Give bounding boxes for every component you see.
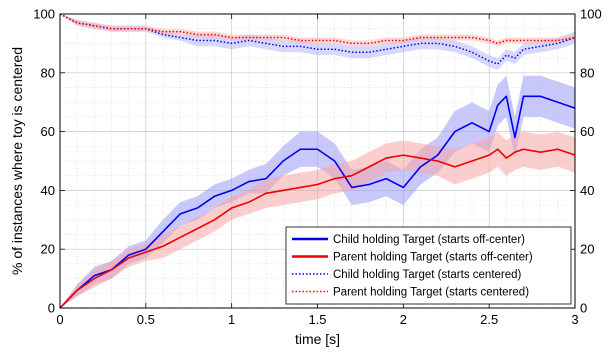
y-tick-label-right: 20 [580,242,594,257]
y-tick-label-right: 60 [580,124,594,139]
series-band-1 [60,75,575,309]
legend: Child holding Target (starts off-center)… [285,226,572,305]
x-tick-label: 0.5 [137,312,155,327]
legend-label: Parent holding Target (starts off-center… [333,252,533,264]
x-axis-label: time [s] [295,331,340,347]
series-band-4 [60,14,575,47]
y-tick-label-right: 100 [580,7,602,22]
x-tick-label: 3 [571,312,578,327]
y-axis-label: % of instances where toy is centered [9,47,25,275]
y-tick-label: 80 [41,65,55,80]
y-tick-label-right: 40 [580,183,594,198]
y-tick-label-right: 80 [580,65,594,80]
x-tick-label: 2.5 [480,312,498,327]
legend-label: Child holding Target (starts off-center) [333,234,525,246]
y-tick-label: 0 [48,301,55,316]
y-tick-label: 20 [41,242,55,257]
legend-label: Parent holding Target (starts centered) [333,287,529,299]
series-line-1 [59,95,576,309]
x-tick-label: 1 [228,312,235,327]
series-line-2 [59,148,576,309]
y-tick-label-right: 0 [580,301,587,316]
series-band-2 [60,131,575,308]
x-tick-label: 2 [400,312,407,327]
confidence-bands [60,14,575,309]
legend-label: Child holding Target (starts centered) [333,269,522,281]
legend-box [285,226,572,305]
y-tick-label: 60 [41,124,55,139]
y-tick-label: 100 [33,7,55,22]
legend-entries: Child holding Target (starts off-center)… [292,234,533,299]
x-tick-label: 0 [56,312,63,327]
x-tick-label: 1.5 [308,312,326,327]
series-line-3 [59,13,576,65]
y-tick-label: 40 [41,183,55,198]
series-line-4 [59,13,576,45]
series-lines [59,13,576,309]
